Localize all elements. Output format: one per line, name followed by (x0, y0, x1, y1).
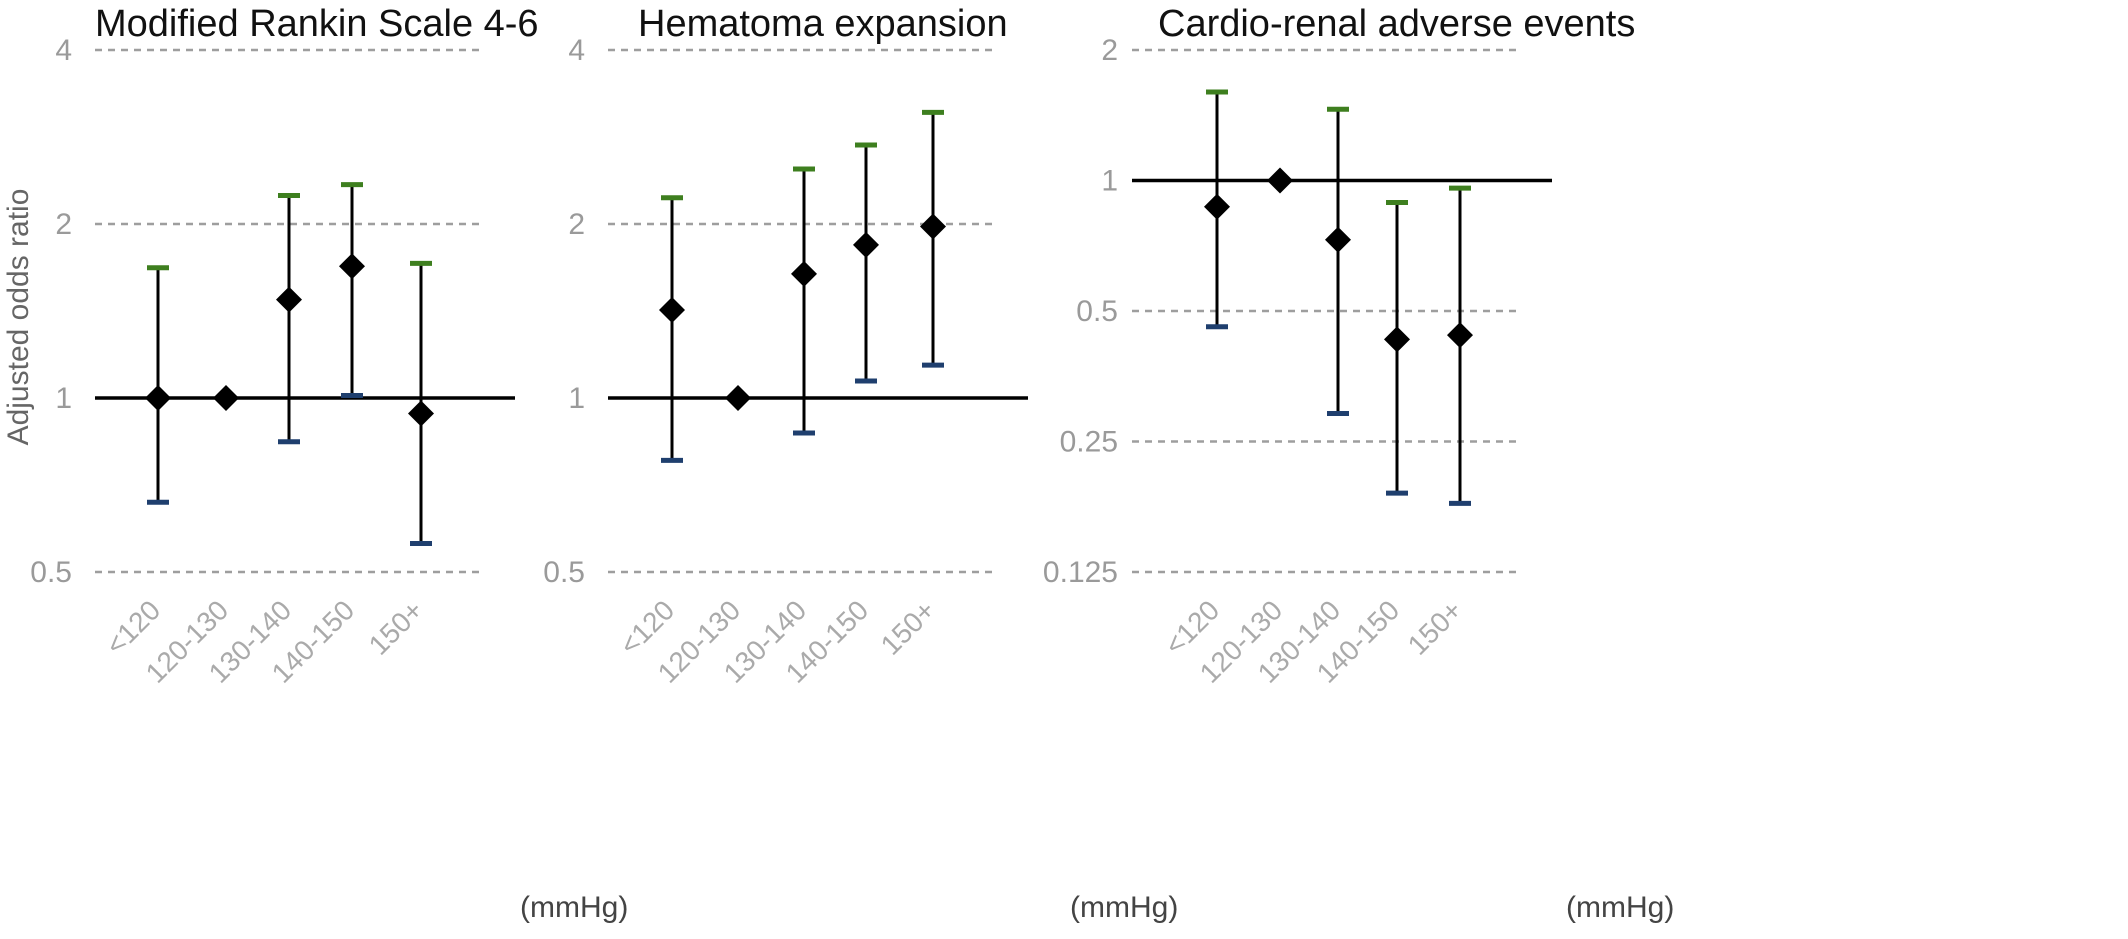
x-tick-label: 150+ (875, 594, 942, 661)
y-tick-label: 2 (55, 208, 72, 241)
chart-title: Modified Rankin Scale 4-6 (95, 3, 539, 45)
y-tick-label: 0.25 (1060, 426, 1118, 459)
x-unit-label: (mmHg) (520, 891, 628, 924)
data-point (408, 400, 434, 427)
data-point (725, 385, 751, 411)
data-point (1204, 193, 1230, 220)
data-point (853, 231, 879, 258)
data-point (1447, 322, 1473, 349)
y-tick-label: 1 (568, 382, 585, 415)
y-tick-label: 1 (1101, 165, 1118, 198)
data-point (145, 385, 171, 411)
chart-title: Cardio-renal adverse events (1158, 3, 1635, 45)
data-point (1325, 226, 1351, 253)
data-point (659, 296, 685, 323)
y-tick-label: 0.5 (1076, 295, 1118, 328)
data-point (1384, 326, 1410, 353)
y-tick-label: 4 (568, 34, 585, 67)
data-point (213, 385, 239, 411)
y-tick-label: 0.125 (1043, 556, 1118, 589)
y-axis-label: Adjusted odds ratio (2, 189, 35, 446)
x-unit-label: (mmHg) (1566, 891, 1674, 924)
y-tick-label: 1 (55, 382, 72, 415)
y-tick-label: 2 (1101, 34, 1118, 67)
x-unit-label: (mmHg) (1070, 891, 1178, 924)
panel-2: Hematoma expansion0.5124<120120-130130-1… (543, 3, 1178, 924)
y-tick-label: 0.5 (543, 556, 585, 589)
x-tick-label: 150+ (363, 594, 430, 661)
y-tick-label: 0.5 (30, 556, 72, 589)
y-tick-label: 4 (55, 34, 72, 67)
data-point (339, 253, 365, 280)
chart-title: Hematoma expansion (638, 3, 1008, 45)
x-tick-label: 150+ (1402, 594, 1469, 661)
data-point (920, 213, 946, 240)
y-tick-label: 2 (568, 208, 585, 241)
panel-3: Cardio-renal adverse events 0.125 0.25 0.5 1… (1043, 3, 1674, 924)
data-point (1267, 167, 1293, 194)
data-point (791, 260, 817, 287)
panel-1: Modified Rankin Scale 4-6 Adjusted odds r… (2, 3, 628, 924)
data-point (276, 286, 302, 313)
